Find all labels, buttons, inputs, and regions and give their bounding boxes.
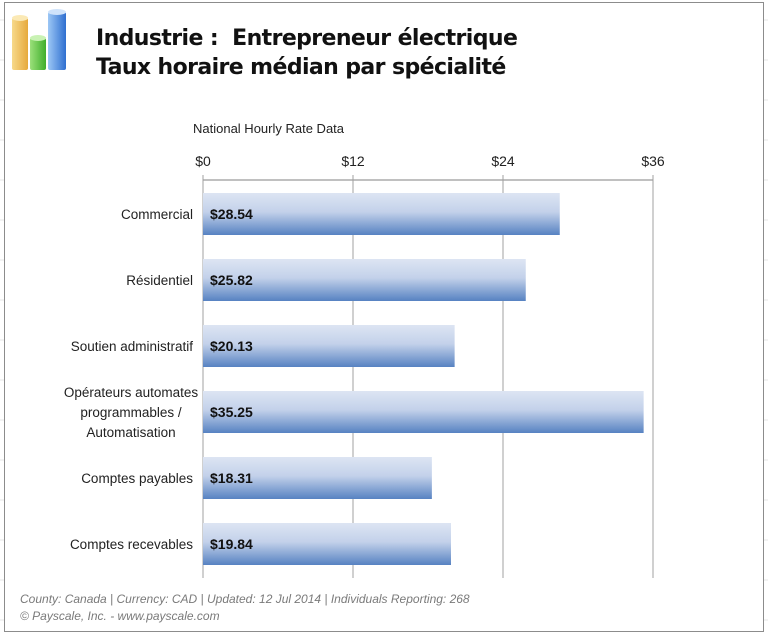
footer-meta: County: Canada | Currency: CAD | Updated…: [20, 592, 470, 606]
category-label: Opérateurs automates: [64, 385, 199, 400]
category-label: programmables /: [80, 405, 182, 420]
bar: [203, 259, 526, 301]
title-line-1: Industrie : Entrepreneur électrique: [96, 26, 518, 51]
tick-label: $36: [641, 153, 665, 169]
value-label: $25.82: [210, 272, 253, 288]
tick-label: $24: [491, 153, 515, 169]
bar: [203, 391, 644, 433]
tick-label: $12: [341, 153, 365, 169]
bar: [203, 523, 451, 565]
bar: [203, 457, 432, 499]
category-label: Commercial: [121, 207, 193, 222]
category-label: Comptes recevables: [70, 537, 193, 552]
chart-footer: County: Canada | Currency: CAD | Updated…: [20, 591, 470, 625]
value-label: $18.31: [210, 470, 253, 486]
value-label: $20.13: [210, 338, 253, 354]
title-line-2: Taux horaire médian par spécialité: [96, 55, 506, 80]
bar-chart-logo-icon: [12, 9, 66, 70]
category-label: Soutien administratif: [71, 339, 194, 354]
value-label: $28.54: [210, 206, 253, 222]
category-label: Résidentiel: [126, 273, 193, 288]
category-label: Comptes payables: [81, 471, 193, 486]
axis-title: National Hourly Rate Data: [193, 121, 345, 136]
chart-title: Industrie : Entrepreneur électrique Taux…: [96, 24, 518, 82]
tick-label: $0: [195, 153, 211, 169]
bar: [203, 325, 455, 367]
category-label: Automatisation: [86, 425, 175, 440]
bar: [203, 193, 560, 235]
value-label: $35.25: [210, 404, 253, 420]
value-label: $19.84: [210, 536, 253, 552]
footer-copyright: © Payscale, Inc. - www.payscale.com: [20, 609, 220, 623]
